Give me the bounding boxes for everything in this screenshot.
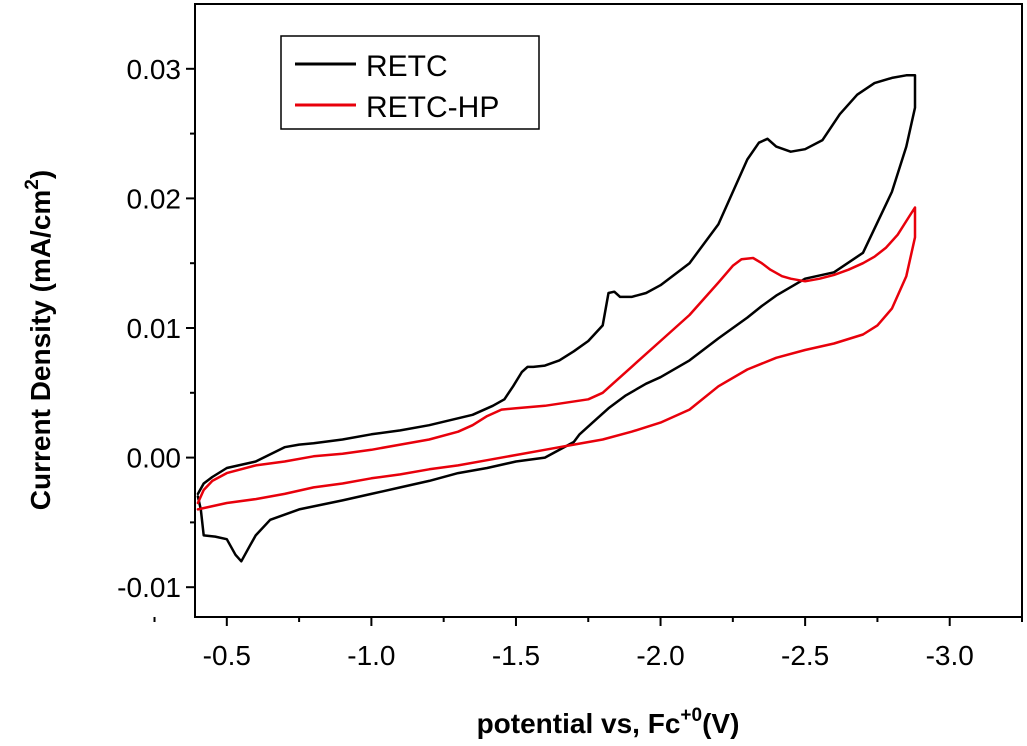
x-axis-title-main: potential vs, Fc xyxy=(477,708,681,739)
legend-box xyxy=(280,35,540,130)
y-tick-label: 0.02 xyxy=(127,183,182,214)
y-axis-title-superscript: 2 xyxy=(22,179,43,190)
series-line-retc xyxy=(196,74,917,563)
y-tick-label: 0.03 xyxy=(127,54,182,85)
series-layer xyxy=(196,74,917,563)
x-tick-label: -1.0 xyxy=(347,640,395,671)
y-tick-label: 0.01 xyxy=(127,313,182,344)
x-tick-label: -3.0 xyxy=(926,640,974,671)
x-axis: -0.5 -1.0 -1.5 -2.0 -2.5 -3.0 xyxy=(153,617,1023,671)
y-tick-label: 0.00 xyxy=(127,443,182,474)
x-tick-label: -2.0 xyxy=(636,640,684,671)
x-axis-title-unit: (V) xyxy=(702,708,739,739)
y-axis-title-main: Current Density (mA/cm xyxy=(25,190,56,511)
legend-label-retc-hp: RETC-HP xyxy=(366,91,499,124)
series-line-retc-hp xyxy=(196,206,917,511)
y-axis-title-end: ) xyxy=(25,170,56,179)
plot-frame xyxy=(194,3,1023,618)
x-tick-label: -2.5 xyxy=(781,640,829,671)
x-tick-label: -0.5 xyxy=(203,640,251,671)
x-axis-title: potential vs, Fc+0(V) xyxy=(477,705,740,739)
y-axis-title: Current Density (mA/cm2) xyxy=(22,170,56,510)
y-tick-label: -0.01 xyxy=(117,572,181,603)
x-tick-label: -1.5 xyxy=(492,640,540,671)
legend: RETC RETC-HP xyxy=(280,35,540,130)
y-axis: -0.01 0.00 0.01 0.02 0.03 xyxy=(117,54,195,603)
legend-label-retc: RETC xyxy=(366,50,448,83)
x-axis-title-superscript: +0 xyxy=(680,705,702,726)
